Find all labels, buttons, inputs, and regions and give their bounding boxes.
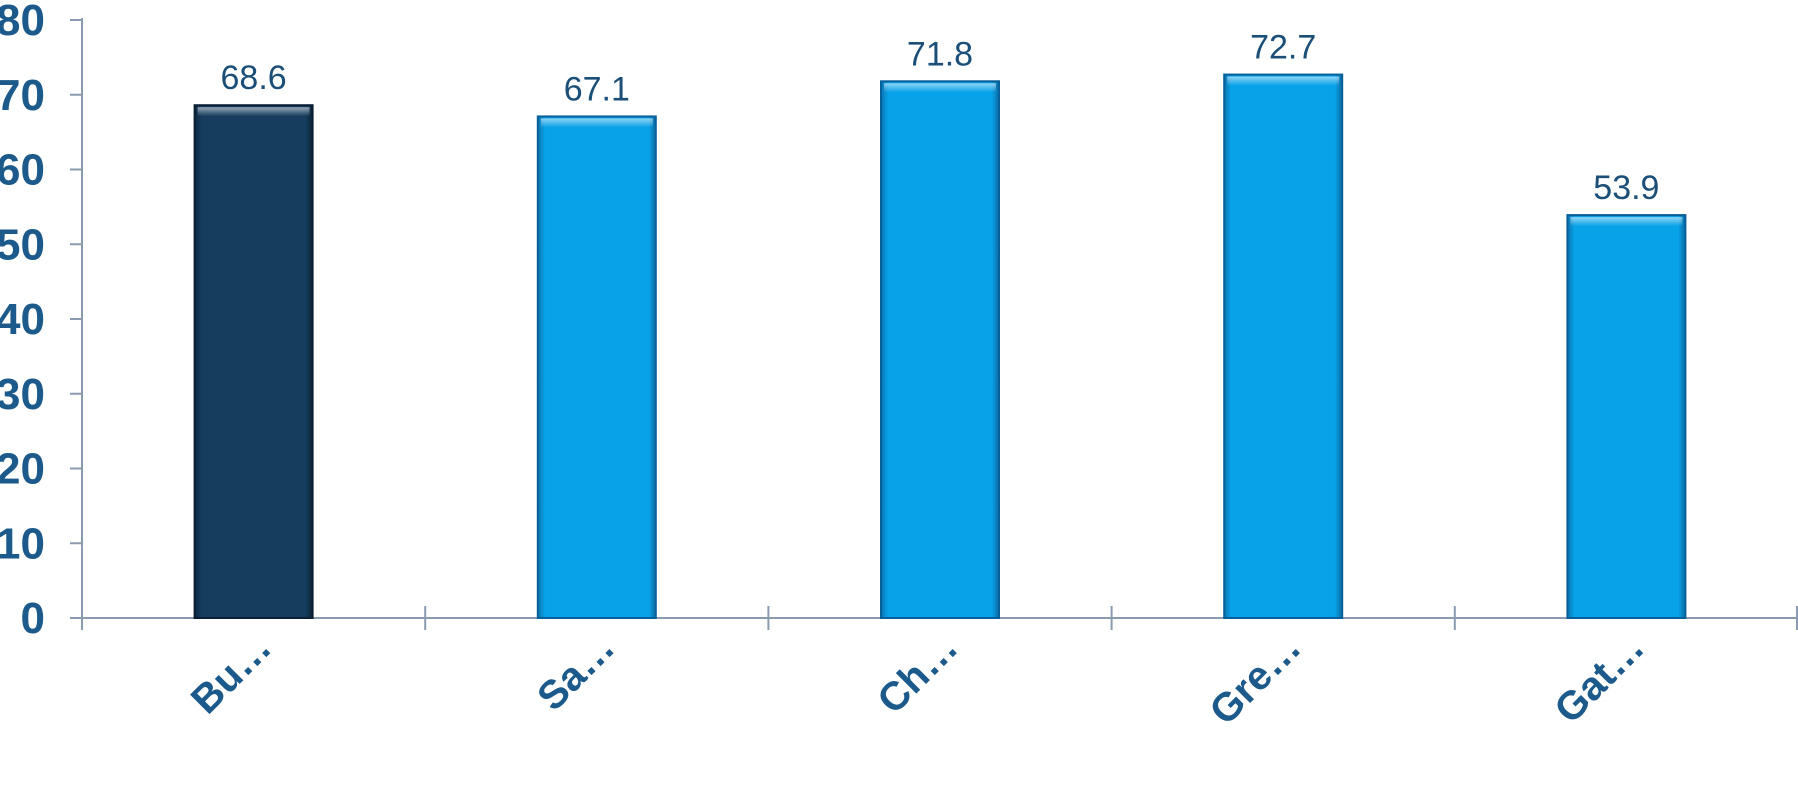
data-label: 67.1 — [564, 70, 630, 108]
y-tick-label: 60 — [0, 146, 45, 195]
bar-body — [536, 115, 657, 620]
bar — [1566, 214, 1687, 619]
data-label: 72.7 — [1250, 29, 1316, 67]
bar-body — [1223, 73, 1344, 619]
bar-highlight — [540, 118, 653, 128]
bar-highlight — [197, 107, 310, 117]
bar — [880, 80, 1000, 620]
bar — [1223, 73, 1344, 619]
x-tick-label: Gre… — [1201, 625, 1309, 733]
y-tick-label: 50 — [0, 220, 45, 269]
y-tick-label: 20 — [0, 445, 45, 494]
y-tick-label: 80 — [0, 0, 45, 45]
x-tick-label: Ch… — [869, 625, 966, 722]
bar-highlight — [1227, 76, 1340, 86]
bar-highlight — [1570, 217, 1683, 227]
y-axis: 0 10 20 30 40 50 60 70 80 — [0, 0, 83, 643]
y-tick-label: 70 — [0, 71, 45, 120]
bar-highlight — [884, 83, 996, 93]
x-tick-label: Gat… — [1546, 625, 1653, 732]
x-tick-label: Sa… — [529, 625, 623, 719]
bar — [536, 115, 657, 620]
bars — [193, 73, 1687, 620]
x-axis: Bu… Sa… Ch… Gre… Gat… — [81, 606, 1798, 733]
y-tick-label: 0 — [21, 594, 45, 643]
data-label: 71.8 — [907, 35, 973, 73]
x-tick-label: Bu… — [183, 625, 280, 722]
data-labels: 68.6 67.1 71.8 72.7 53.9 — [221, 29, 1660, 208]
bar — [193, 104, 314, 619]
data-label: 53.9 — [1593, 169, 1659, 207]
bar-body — [193, 104, 314, 619]
y-tick-label: 10 — [0, 519, 45, 568]
bar-body — [880, 80, 1000, 620]
y-tick-label: 30 — [0, 370, 45, 419]
data-label: 68.6 — [221, 59, 287, 97]
y-tick-label: 40 — [0, 295, 45, 344]
bar-body — [1566, 214, 1687, 619]
